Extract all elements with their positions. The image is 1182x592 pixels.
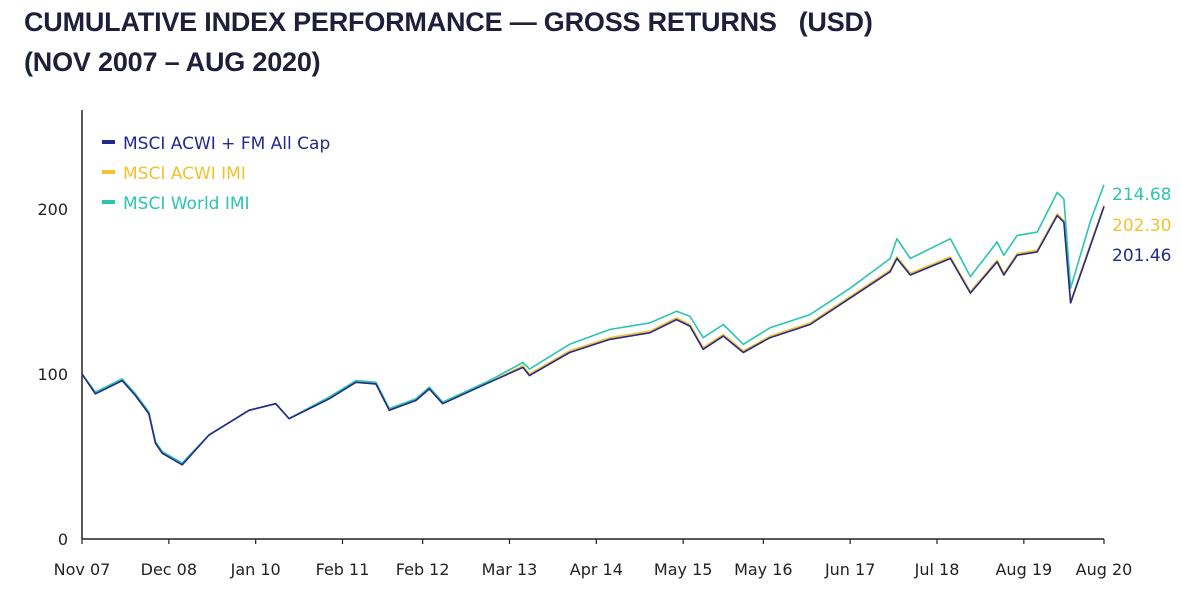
chart-title: CUMULATIVE INDEX PERFORMANCE — GROSS RET… [24,2,873,82]
x-tick-label: Aug 19 [995,560,1052,579]
legend-label: MSCI ACWI IMI [123,164,246,184]
x-tick-label: Jul 18 [914,560,960,579]
x-tick-label: Feb 12 [396,560,450,579]
x-tick-label: Apr 14 [570,560,623,579]
x-tick-label: May 15 [654,560,713,579]
legend-swatch [102,140,115,144]
x-tick-label: Feb 11 [316,560,370,579]
x-tick-label: Mar 13 [482,560,538,579]
series-line-1 [81,206,1105,466]
end-value-label: 202.30 [1112,216,1171,236]
legend-label: MSCI ACWI + FM All Cap [123,134,330,154]
end-value-label: 214.68 [1112,185,1171,205]
series-layer [81,184,1105,466]
y-tick-label: 100 [37,365,68,384]
x-tick-label: Aug 20 [1076,560,1133,579]
y-tick-label: 0 [58,530,68,549]
end-value-labels: 214.68 202.30 201.46 [1112,185,1171,266]
chart-title-line-2: (NOV 2007 – AUG 2020) [24,47,321,77]
legend-swatch [102,170,115,174]
x-tick-label: Nov 07 [54,560,111,579]
x-tick-label: Jun 17 [824,560,875,579]
x-tick-label: May 16 [734,560,793,579]
legend-label: MSCI World IMI [123,194,250,214]
series-line-3 [81,184,1105,464]
x-tick-label: Dec 08 [141,560,197,579]
y-tick-label: 200 [37,200,68,219]
chart-axes: 0 100 200 Nov 07 Dec 08 Jan 10 Feb 11 Feb 12 Mar… [37,110,1132,579]
x-tick-label: Jan 10 [230,560,281,579]
chart-title-line-1: CUMULATIVE INDEX PERFORMANCE — GROSS RET… [24,7,873,37]
end-value-label: 201.46 [1112,246,1171,266]
legend-swatch [102,200,115,204]
chart-legend: MSCI ACWI + FM All Cap MSCI ACWI IMI MSCI … [102,134,330,214]
